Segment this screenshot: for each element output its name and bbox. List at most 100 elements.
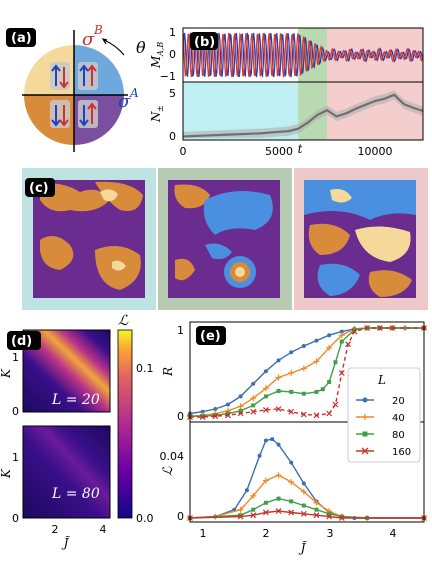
e-top-marker-80-4 [238, 408, 243, 413]
e-top-marker-80-1 [200, 414, 205, 419]
e-bottom-marker-160-6 [300, 510, 307, 517]
e-bottom-marker-160-2 [250, 512, 257, 519]
e-bottom-marker-20-6 [270, 437, 275, 442]
e-top-marker-160-13 [338, 370, 345, 376]
theta-label: θ [136, 38, 146, 57]
e-top-marker-20-12 [339, 329, 344, 334]
e-top-marker-40-9 [300, 365, 307, 372]
e-top-marker-40-4 [237, 403, 244, 410]
e-legend-title: L [377, 373, 386, 387]
e-top-marker-20-11 [327, 333, 332, 338]
b-xtick-10000: 10000 [358, 145, 393, 158]
e-top-marker-160-10 [313, 412, 320, 419]
panel-b-tag-bg [190, 32, 218, 50]
b-bottom-series [182, 93, 424, 138]
colorbar-tick-01: 0.1 [136, 362, 154, 375]
e-top-marker-80-15 [352, 327, 357, 332]
e-legend-label-80: 80 [392, 430, 405, 441]
e-bottom-marker-80-5 [289, 499, 294, 504]
snapshot-2 [168, 180, 280, 298]
e-bottom-marker-160-8 [326, 513, 333, 520]
e-top-marker-40-8 [288, 370, 295, 376]
sigma-a-label: σ [118, 91, 131, 112]
e-xlabel: J̃ [298, 540, 307, 555]
spin-box-bl [50, 100, 70, 128]
panel-d-tag-bg [7, 331, 41, 350]
e-legend: L 20 40 80 160 [347, 367, 421, 463]
heatmap-l20-label: L = 20 [51, 392, 100, 408]
e-top-marker-80-9 [301, 391, 306, 396]
b-xtick-5000: 5000 [265, 145, 293, 158]
e-bottom-marker-80-3 [263, 500, 268, 505]
e-top-marker-160-15 [351, 328, 358, 335]
e-top-marker-40-7 [275, 374, 282, 381]
e-top-marker-80-8 [289, 389, 294, 394]
d-bottom-ytick-1: 1 [12, 451, 19, 464]
b-bottom-ytick-0: 0 [169, 130, 176, 143]
e-bottom-marker-20-7 [276, 442, 281, 447]
e-legend-marker-40 [362, 414, 368, 420]
e-bottom-marker-20-5 [263, 438, 268, 443]
plot-e-bottom [187, 421, 427, 523]
e-bottom-ytick-0: 0 [177, 510, 184, 523]
e-bottom-marker-160-4 [275, 508, 282, 515]
e-top-marker-160-4 [237, 410, 244, 417]
e-xtick-4: 4 [390, 527, 397, 540]
heatmap-l80 [22, 425, 111, 519]
e-legend-rows: 20 40 80 160 [356, 396, 411, 458]
panel-c-tag-bg [25, 178, 55, 197]
e-bottom-marker-80-4 [276, 496, 281, 501]
snapshot-1-domain-c [40, 236, 74, 270]
theta-arc [103, 39, 125, 56]
b-top-ytick-m1: −1 [160, 70, 176, 83]
e-legend-label-160: 160 [392, 447, 411, 458]
e-bottom-marker-40-8 [313, 499, 320, 506]
e-bottom-marker-80-6 [301, 503, 306, 508]
e-bottom-marker-160-3 [262, 509, 269, 516]
plot-b-top [182, 27, 424, 83]
snapshot-3-domain-d [317, 263, 360, 296]
e-bottom-ylabel: ℒ [161, 466, 176, 476]
e-legend-marker-160 [361, 447, 369, 455]
e-legend-label-40: 40 [392, 413, 405, 424]
e-xtick-1: 1 [200, 527, 207, 540]
e-top-marker-20-3 [225, 402, 230, 407]
e-top-marker-20-1 [200, 409, 205, 414]
e-top-marker-160-1 [199, 414, 206, 421]
e-bottom-marker-40-7 [300, 488, 307, 495]
e-top-marker-80-12 [327, 380, 332, 384]
snapshot-2-domain-a [174, 184, 210, 209]
e-top-marker-160-16 [364, 325, 371, 331]
e-top-marker-20-7 [276, 358, 281, 363]
e-top-ytick-0: 0 [177, 410, 184, 423]
panel-e-tag-bg [196, 326, 226, 345]
e-xtick-2: 2 [263, 527, 270, 540]
b-bottom-ylabel-sub: ± [156, 105, 165, 112]
e-top-marker-80-2 [213, 413, 218, 418]
e-top-marker-40-12 [338, 332, 345, 339]
e-top-marker-160-6 [262, 406, 269, 413]
snapshot-1-domain-a [40, 183, 110, 212]
snapshot-1-domain-b [95, 181, 143, 211]
e-bottom-marker-80-8 [327, 511, 332, 516]
heatmap-l80-label: L = 80 [51, 486, 100, 502]
e-bottom-marker-160-9 [338, 515, 345, 521]
snapshot-3-domain-c [355, 226, 411, 262]
e-bottom-marker-80-2 [251, 507, 256, 512]
snapshot-2-domain-d [175, 258, 195, 281]
d-bottom-ytick-0: 0 [12, 512, 19, 525]
d-top-ytick-1: 1 [12, 351, 19, 364]
b-top-series-0 [182, 31, 424, 79]
panel-b-tag: (b) [194, 35, 215, 50]
snapshot-1 [33, 180, 145, 298]
e-top-marker-160-7 [275, 406, 282, 412]
snapshot-1-domain-f [112, 260, 126, 271]
e-bottom-marker-80-1 [238, 513, 243, 518]
spin-box-tr [78, 62, 98, 90]
e-top-marker-80-5 [251, 403, 256, 408]
b-top-ylabel: M [149, 55, 163, 69]
b-bottom-ytick-5: 5 [169, 87, 176, 100]
state-circle: σ B σ A θ [22, 23, 146, 152]
e-top-marker-80-14 [339, 339, 344, 344]
e-bottom-marker-80-7 [314, 507, 319, 512]
